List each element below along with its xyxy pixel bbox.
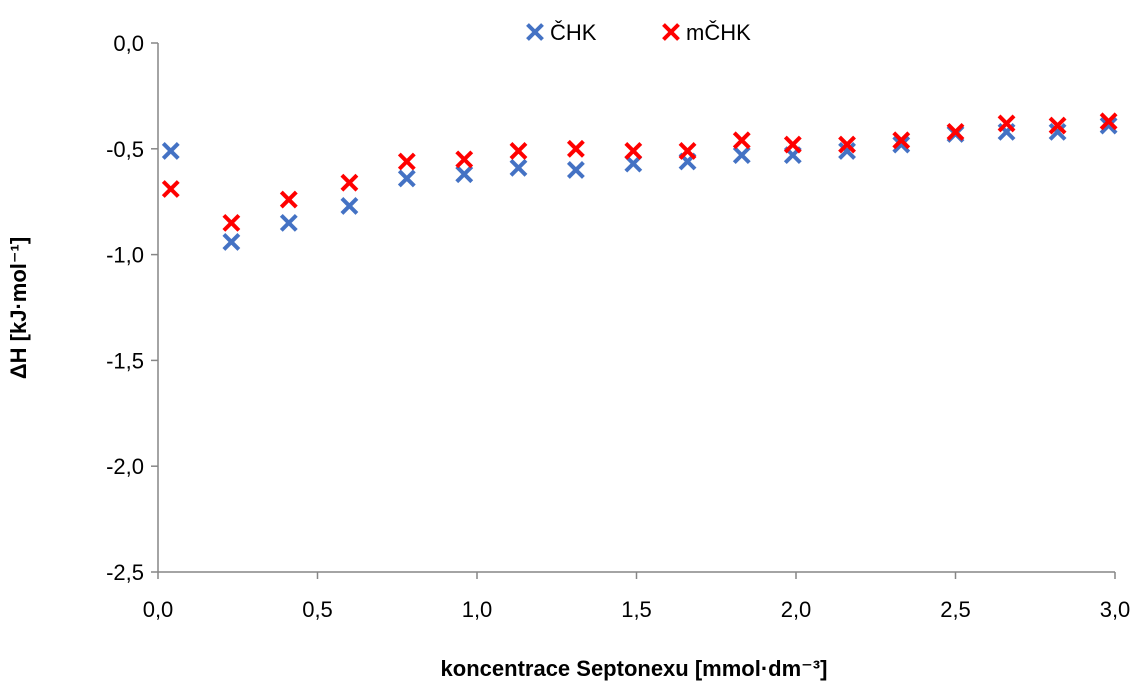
data-point-mchk	[732, 131, 751, 150]
x-tick-label: 2,5	[940, 597, 971, 622]
marker-stroke	[997, 114, 1016, 133]
legend: ČHK mČHK	[526, 20, 751, 45]
data-point-mchk	[946, 122, 965, 141]
data-point-chk	[732, 146, 751, 165]
y-tick-label: 0,0	[113, 31, 144, 56]
marker-stroke	[397, 152, 416, 171]
data-point-chk	[509, 158, 528, 177]
x-tick-label: 2,0	[781, 597, 812, 622]
marker-stroke	[838, 135, 856, 154]
marker-stroke	[509, 142, 528, 160]
x-tick-label: 1,0	[462, 597, 493, 622]
data-point-chk	[455, 165, 474, 184]
data-point-chk	[892, 135, 911, 154]
marker-stroke	[566, 139, 585, 158]
data-point-mchk	[340, 173, 359, 192]
data-point-chk	[279, 213, 298, 232]
data-point-chk	[566, 161, 585, 179]
marker-stroke	[161, 180, 180, 198]
marker-stroke	[624, 142, 643, 160]
y-axis-ticks: 0,0 -0,5 -1,0 -1,5 -2,0 -2,5	[106, 31, 158, 585]
marker-stroke	[222, 232, 241, 251]
marker-stroke	[732, 131, 751, 150]
legend-marker-chk-icon	[526, 23, 544, 41]
data-point-mchk	[783, 135, 802, 154]
data-point-chk	[1048, 122, 1067, 141]
axes	[157, 43, 1115, 573]
marker-stroke	[279, 213, 298, 232]
x-axis-ticks: 0,0 0,5 1,0 1,5 2,0 2,5 3,0	[143, 572, 1131, 622]
legend-label-mchk: mČHK	[686, 20, 751, 45]
marker-stroke	[397, 169, 416, 188]
data-point-mchk	[678, 142, 697, 160]
legend-label-chk: ČHK	[550, 20, 597, 45]
data-point-mchk	[455, 150, 474, 169]
marker-stroke	[526, 23, 544, 41]
marker-stroke	[340, 173, 359, 192]
y-tick-label: -1,5	[106, 348, 144, 373]
data-point-chk	[838, 142, 856, 160]
marker-stroke	[1048, 122, 1067, 141]
y-tick-label: -0,5	[106, 137, 144, 162]
marker-stroke	[783, 135, 802, 154]
y-tick-label: -1,0	[106, 243, 144, 268]
legend-marker-chk	[526, 23, 544, 41]
marker-stroke	[161, 142, 180, 160]
marker-stroke	[662, 23, 680, 41]
data-point-mchk	[624, 142, 643, 160]
data-point-mchk	[838, 135, 856, 154]
data-point-mchk	[509, 142, 528, 160]
data-point-mchk	[892, 131, 911, 150]
data-point-mchk	[1048, 116, 1067, 135]
marker-stroke	[566, 161, 585, 179]
data-point-mchk	[566, 139, 585, 158]
data-point-mchk	[279, 190, 298, 209]
marker-stroke	[455, 165, 474, 184]
x-tick-label: 0,0	[143, 597, 174, 622]
marker-stroke	[222, 213, 241, 232]
marker-stroke	[1099, 116, 1118, 135]
marker-stroke	[455, 150, 474, 169]
data-point-chk	[340, 197, 359, 215]
marker-stroke	[509, 158, 528, 177]
legend-marker-mchk-icon	[662, 23, 680, 41]
y-tick-label: -2,5	[106, 560, 144, 585]
y-tick-label: -2,0	[106, 454, 144, 479]
marker-stroke	[946, 122, 965, 141]
marker-stroke	[340, 197, 359, 215]
data-point-chk	[161, 142, 180, 160]
legend-marker-mchk	[662, 23, 680, 41]
data-point-chk	[397, 169, 416, 188]
data-point-chk	[1099, 116, 1118, 135]
y-axis-title: ΔH [kJ·mol⁻¹]	[6, 237, 31, 379]
data-point-chk	[222, 232, 241, 251]
x-tick-label: 0,5	[302, 597, 333, 622]
marker-stroke	[892, 135, 911, 154]
data-point-mchk	[397, 152, 416, 171]
marker-stroke	[838, 142, 856, 160]
data-points	[161, 112, 1118, 251]
data-point-mchk	[222, 213, 241, 232]
marker-stroke	[678, 142, 697, 160]
data-point-mchk	[1099, 112, 1118, 131]
data-point-mchk	[997, 114, 1016, 133]
marker-stroke	[279, 190, 298, 209]
marker-stroke	[892, 131, 911, 150]
x-tick-label: 1,5	[621, 597, 652, 622]
marker-stroke	[1048, 116, 1067, 135]
x-tick-label: 3,0	[1100, 597, 1131, 622]
marker-stroke	[1099, 112, 1118, 131]
x-axis-title: koncentrace Septonexu [mmol·dm⁻³]	[441, 656, 828, 681]
data-point-mchk	[161, 180, 180, 198]
marker-stroke	[732, 146, 751, 165]
